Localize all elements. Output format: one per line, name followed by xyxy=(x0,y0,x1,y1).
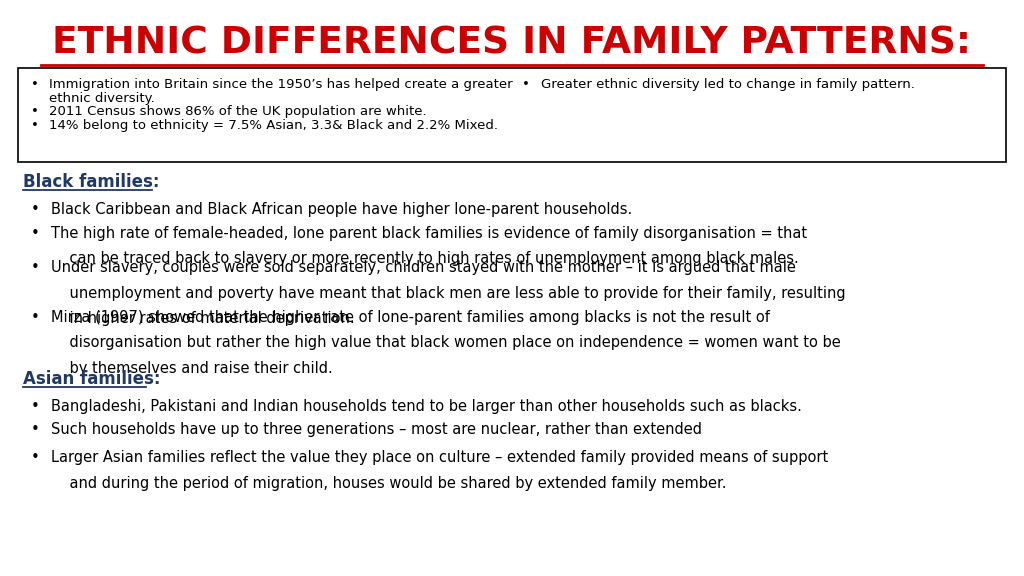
Text: disorganisation but rather the high value that black women place on independence: disorganisation but rather the high valu… xyxy=(51,335,841,350)
Text: ETHNIC DIFFERENCES IN FAMILY PATTERNS:: ETHNIC DIFFERENCES IN FAMILY PATTERNS: xyxy=(52,26,972,62)
Text: •: • xyxy=(31,260,40,275)
FancyBboxPatch shape xyxy=(18,68,1006,162)
Text: Such households have up to three generations – most are nuclear, rather than ext: Such households have up to three generat… xyxy=(51,422,702,437)
Text: •: • xyxy=(31,119,39,132)
Text: •: • xyxy=(31,105,39,118)
Text: Black Caribbean and Black African people have higher lone-parent households.: Black Caribbean and Black African people… xyxy=(51,202,633,217)
Text: Immigration into Britain since the 1950’s has helped create a greater: Immigration into Britain since the 1950’… xyxy=(49,78,513,91)
Text: Greater ethnic diversity led to change in family pattern.: Greater ethnic diversity led to change i… xyxy=(541,78,914,91)
Text: Mirza (1997) showed that the higher rate of lone-parent families among blacks is: Mirza (1997) showed that the higher rate… xyxy=(51,310,770,325)
Text: unemployment and poverty have meant that black men are less able to provide for : unemployment and poverty have meant that… xyxy=(51,286,846,301)
Text: Black families:: Black families: xyxy=(23,173,159,191)
Text: •: • xyxy=(31,78,39,91)
Text: The high rate of female-headed, lone parent black families is evidence of family: The high rate of female-headed, lone par… xyxy=(51,226,807,241)
Text: •: • xyxy=(31,450,40,465)
Text: ethnic diversity.: ethnic diversity. xyxy=(49,92,155,105)
Text: •: • xyxy=(522,78,530,91)
Text: •: • xyxy=(31,202,40,217)
Text: •: • xyxy=(31,399,40,414)
Text: 14% belong to ethnicity = 7.5% Asian, 3.3& Black and 2.2% Mixed.: 14% belong to ethnicity = 7.5% Asian, 3.… xyxy=(49,119,498,132)
Text: in higher rates of material deprivation.: in higher rates of material deprivation. xyxy=(51,311,355,326)
Text: Under slavery, couples were sold separately, children stayed with the mother – i: Under slavery, couples were sold separat… xyxy=(51,260,796,275)
Text: •: • xyxy=(31,422,40,437)
Text: •: • xyxy=(31,310,40,325)
Text: 2011 Census shows 86% of the UK population are white.: 2011 Census shows 86% of the UK populati… xyxy=(49,105,427,118)
Text: by themselves and raise their child.: by themselves and raise their child. xyxy=(51,361,333,376)
Text: •: • xyxy=(31,226,40,241)
Text: and during the period of migration, houses would be shared by extended family me: and during the period of migration, hous… xyxy=(51,476,727,491)
Text: Larger Asian families reflect the value they place on culture – extended family : Larger Asian families reflect the value … xyxy=(51,450,828,465)
Text: can be traced back to slavery or more recently to high rates of unemployment amo: can be traced back to slavery or more re… xyxy=(51,251,799,266)
Text: Bangladeshi, Pakistani and Indian households tend to be larger than other househ: Bangladeshi, Pakistani and Indian househ… xyxy=(51,399,802,414)
Text: Asian families:: Asian families: xyxy=(23,370,160,388)
